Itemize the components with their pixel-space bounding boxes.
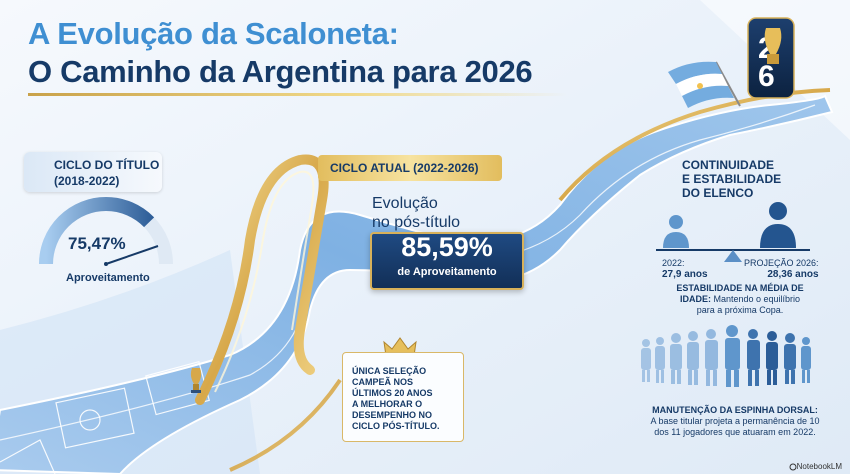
footer-brand: NotebookLM — [796, 462, 842, 471]
player-silhouettes — [641, 325, 811, 387]
note-line4: A MELHORAR O — [352, 399, 423, 409]
spine-line3: dos 11 jogadores que atuaram em 2022. — [654, 427, 816, 437]
trophy-icon-road — [190, 368, 202, 393]
left-cycle-label: CICLO DO TÍTULO (2018-2022) — [54, 157, 159, 189]
gauge-chart — [39, 197, 173, 266]
note-box — [342, 352, 464, 442]
stability-text: ESTABILIDADE NA MÉDIA DE IDADE: Mantendo… — [650, 283, 830, 316]
evolution-title-line2: no pós-título — [372, 214, 461, 231]
title-underline — [28, 93, 568, 96]
current-cycle-value: 85,59% — [401, 232, 493, 262]
title-line-2: O Caminho da Argentina para 2026 — [28, 54, 533, 89]
age-2022: 2022: 27,9 anos — [662, 258, 708, 280]
world-cup-2026-badge: 2 6 — [747, 17, 795, 99]
current-cycle-pill — [318, 155, 502, 181]
title-line-1: A Evolução da Scaloneta: — [28, 16, 399, 51]
spine-text: MANUTENÇÃO DA ESPINHA DORSAL: A base tit… — [632, 405, 838, 438]
age-2022-label: 2022: — [662, 258, 685, 268]
left-cycle-label-line2: (2018-2022) — [54, 174, 120, 188]
spine-line2: A base titular projeta a permanência de … — [650, 416, 820, 426]
svg-text:6: 6 — [758, 60, 775, 93]
left-cycle-pill — [24, 152, 162, 192]
spine-title: MANUTENÇÃO DA ESPINHA DORSAL: — [652, 405, 818, 415]
stability-line1: ESTABILIDADE NA MÉDIA DE — [676, 283, 804, 293]
age-2026-label: PROJEÇÃO 2026: — [744, 258, 819, 268]
note-text: ÚNICA SELEÇÃO CAMPEÃ NOS ÚLTIMOS 20 ANOS… — [352, 366, 460, 432]
current-cycle-value-box — [370, 232, 524, 290]
stability-line3: para a próxima Copa. — [696, 305, 784, 315]
evolution-title: Evolução no pós-título — [372, 194, 460, 232]
current-cycle-label: CICLO ATUAL (2022-2026) — [330, 161, 479, 175]
note-line3: ÚLTIMOS 20 ANOS — [352, 388, 433, 398]
stability-line2-bold: IDADE: — [679, 294, 711, 304]
evolution-title-line1: Evolução — [372, 195, 438, 212]
age-2022-value: 27,9 anos — [662, 269, 708, 280]
note-line5: DESEMPENHO NO — [352, 410, 433, 420]
argentina-flag — [668, 61, 741, 108]
continuity-title-line1: CONTINUIDADE — [682, 158, 774, 172]
notebooklm-logo-icon — [789, 463, 797, 471]
age-2026: PROJEÇÃO 2026: 28,36 anos — [744, 258, 819, 280]
gold-arch — [195, 154, 329, 405]
age-2026-value: 28,36 anos — [767, 269, 819, 280]
left-cycle-value: 75,47% — [68, 234, 126, 253]
note-line6: CICLO PÓS-TÍTULO. — [352, 421, 440, 431]
continuity-title-line2: E ESTABILIDADE — [682, 172, 782, 186]
stability-line2-rest: Mantendo o equilíbrio — [710, 294, 801, 304]
note-line2: CAMPEÃ NOS — [352, 377, 414, 387]
stability-line2: IDADE: Mantendo o equilíbrio — [650, 294, 830, 305]
left-cycle-label-line1: CICLO DO TÍTULO — [54, 158, 160, 172]
continuity-title: CONTINUIDADE E ESTABILIDADE DO ELENCO — [682, 158, 781, 200]
left-cycle-caption: Aproveitamento — [66, 272, 150, 284]
balance-scale — [656, 202, 810, 262]
continuity-title-line3: DO ELENCO — [682, 186, 754, 200]
note-line1: ÚNICA SELEÇÃO — [352, 366, 427, 376]
current-cycle-caption: de Aproveitamento — [397, 266, 497, 278]
